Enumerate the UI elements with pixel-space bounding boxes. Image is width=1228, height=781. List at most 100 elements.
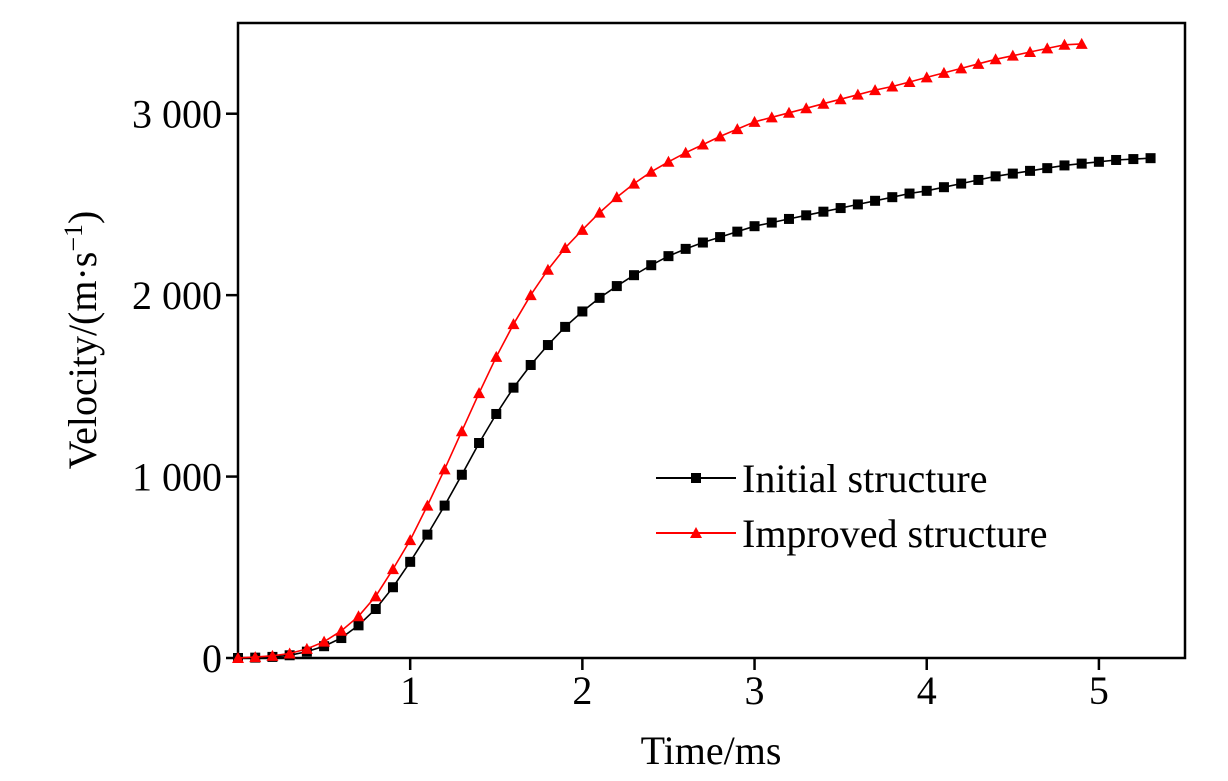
data-point-improved [834, 93, 847, 105]
data-point-initial [594, 292, 605, 303]
data-point-improved [1075, 37, 1088, 49]
data-point-initial [508, 382, 519, 393]
data-point-improved [662, 155, 675, 167]
data-point-improved [869, 84, 882, 96]
legend-label-improved: Improved structure [742, 511, 1047, 556]
legend-item-improved: Improved structure [656, 511, 1047, 556]
x-tick-label: 4 [917, 668, 937, 713]
data-point-initial [646, 260, 657, 271]
data-point-improved [851, 88, 864, 100]
data-point-improved [559, 241, 572, 253]
data-point-initial [370, 604, 381, 615]
data-point-improved [507, 318, 520, 330]
data-point-improved [800, 102, 813, 114]
data-point-improved [731, 123, 744, 135]
data-point-initial [560, 321, 571, 332]
data-point-initial [715, 232, 726, 243]
data-point-improved [232, 652, 244, 663]
data-point-improved [576, 223, 589, 235]
data-point-improved [645, 165, 658, 177]
legend-marker-improved [690, 527, 702, 538]
y-tick-label: 1 000 [132, 455, 222, 500]
data-point-improved [1041, 42, 1054, 54]
y-tick-label: 2 000 [132, 273, 222, 318]
data-point-improved [300, 642, 313, 654]
data-point-initial [405, 556, 416, 567]
data-point-initial [732, 226, 743, 237]
data-point-improved [490, 350, 503, 362]
data-point-initial [611, 281, 622, 292]
data-point-improved [955, 62, 968, 74]
legend-label-initial: Initial structure [742, 456, 987, 501]
data-point-initial [542, 340, 553, 351]
data-point-initial [990, 171, 1001, 182]
data-point-improved [438, 463, 451, 475]
x-tick-label: 5 [1089, 668, 1109, 713]
data-point-initial [1007, 168, 1018, 179]
data-point-initial [1059, 160, 1070, 171]
data-point-initial [422, 529, 433, 540]
y-axis-title-superscript: −1 [59, 224, 88, 252]
data-point-improved [593, 206, 606, 218]
data-point-initial [525, 359, 536, 370]
data-point-improved [817, 97, 830, 109]
data-point-improved [1006, 49, 1019, 61]
data-point-improved [318, 635, 331, 647]
data-point-improved [886, 80, 899, 92]
data-point-initial [456, 469, 467, 480]
data-point-initial [973, 174, 984, 185]
data-point-improved [283, 647, 296, 659]
data-point-initial [1111, 154, 1122, 165]
data-point-improved [404, 534, 417, 546]
data-point-initial [938, 182, 949, 193]
data-point-initial [1093, 156, 1104, 167]
data-point-initial [474, 438, 485, 449]
data-point-improved [473, 387, 486, 399]
data-point-initial [1025, 165, 1036, 176]
y-axis-title: Velocity/(m·s−1) [59, 211, 105, 470]
data-point-initial [783, 213, 794, 224]
data-point-initial [749, 221, 760, 232]
x-axis-title: Time/ms [641, 728, 782, 773]
data-point-initial [680, 243, 691, 254]
data-point-initial [1042, 163, 1053, 174]
data-point-improved [455, 425, 468, 437]
data-point-initial [835, 203, 846, 214]
data-point-initial [1128, 154, 1139, 165]
data-point-improved [989, 53, 1002, 65]
data-point-improved [335, 624, 348, 636]
data-point-initial [663, 251, 674, 262]
data-point-initial [818, 206, 829, 217]
data-point-initial [629, 270, 640, 281]
y-tick-label: 0 [202, 636, 222, 681]
data-point-improved [696, 138, 709, 150]
data-point-initial [387, 582, 398, 593]
data-point-improved [679, 146, 692, 158]
data-point-improved [541, 263, 554, 275]
data-point-initial [336, 633, 347, 644]
data-point-improved [369, 590, 382, 602]
plot-frame [236, 21, 1187, 660]
data-point-initial [491, 408, 502, 419]
data-point-improved [714, 130, 727, 142]
data-point-improved [386, 563, 399, 575]
data-point-initial [1076, 158, 1087, 169]
data-point-initial [887, 192, 898, 203]
x-tick-label: 1 [400, 668, 420, 713]
legend: Initial structure Improved structure [656, 456, 1047, 556]
data-point-initial [852, 199, 863, 210]
data-point-improved [628, 177, 641, 189]
data-point-improved [266, 649, 279, 661]
data-point-initial [870, 195, 881, 206]
data-point-improved [524, 289, 537, 301]
data-point-initial [956, 178, 967, 189]
data-point-initial [577, 306, 588, 317]
data-point-improved [1024, 46, 1037, 58]
series-line-improved [237, 43, 1082, 659]
data-point-improved [972, 57, 985, 69]
axes-layer: 1 2 3 4 5 0 1 000 2 000 3 000 [132, 92, 1109, 713]
data-point-initial [766, 217, 777, 228]
data-point-initial [801, 210, 812, 221]
data-point-initial [1145, 153, 1156, 164]
